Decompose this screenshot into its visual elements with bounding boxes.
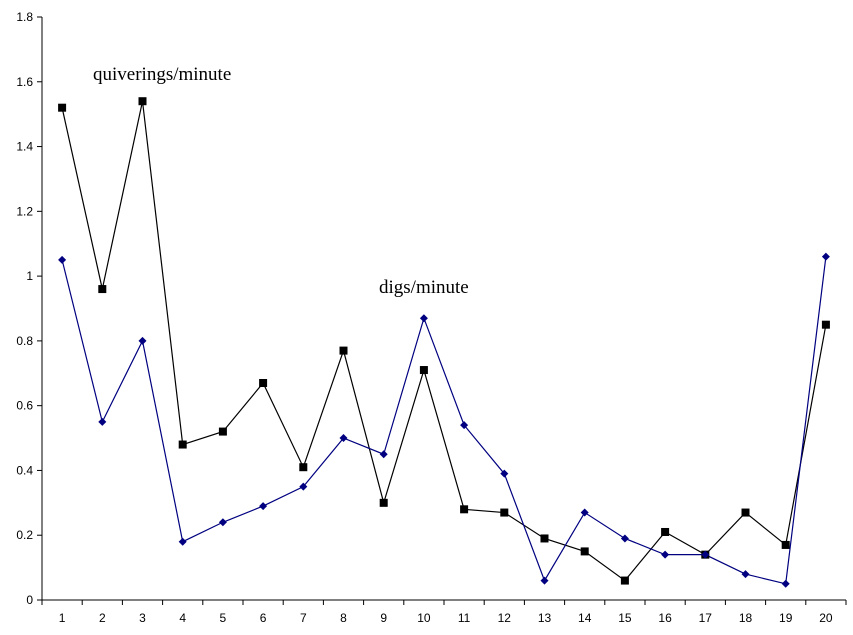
x-tick-label: 12	[498, 611, 512, 625]
data-point-black-squares	[218, 427, 227, 436]
data-point-blue-diamonds	[741, 570, 750, 579]
y-tick-label: 1.6	[16, 75, 33, 89]
data-point-blue-diamonds	[58, 255, 67, 264]
data-point-blue-diamonds	[821, 252, 830, 261]
x-tick-label: 3	[139, 611, 146, 625]
data-point-blue-diamonds	[540, 576, 549, 585]
y-tick-label: 0.6	[16, 399, 33, 413]
data-point-black-squares	[98, 285, 107, 294]
data-point-black-squares	[138, 97, 147, 106]
y-tick-label: 0.4	[16, 463, 33, 477]
data-point-black-squares	[299, 463, 308, 472]
data-point-blue-diamonds	[419, 314, 428, 323]
x-tick-label: 6	[260, 611, 267, 625]
x-tick-label: 19	[779, 611, 793, 625]
x-tick-label: 10	[417, 611, 431, 625]
data-point-black-squares	[620, 576, 629, 585]
data-point-blue-diamonds	[218, 518, 227, 527]
y-tick-label: 0	[26, 593, 33, 607]
data-point-black-squares	[58, 103, 67, 112]
x-tick-label: 14	[578, 611, 592, 625]
data-point-blue-diamonds	[580, 508, 589, 517]
axes	[37, 16, 847, 605]
x-tick-label: 20	[819, 611, 833, 625]
y-tick-label: 1.8	[16, 10, 33, 24]
y-tick-label: 1.4	[16, 140, 33, 154]
x-tick-label: 17	[699, 611, 713, 625]
y-tick-label: 0.8	[16, 334, 33, 348]
annotation-digs-per-minute: digs/minute	[379, 277, 469, 298]
data-point-blue-diamonds	[178, 537, 187, 546]
data-point-blue-diamonds	[620, 534, 629, 543]
series-lines	[61, 101, 827, 585]
data-point-black-squares	[540, 534, 549, 543]
x-tick-label: 7	[300, 611, 307, 625]
data-point-black-squares	[821, 320, 830, 329]
data-point-blue-diamonds	[299, 482, 308, 491]
data-point-blue-diamonds	[781, 579, 790, 588]
x-tick-label: 4	[179, 611, 186, 625]
data-point-blue-diamonds	[701, 550, 710, 559]
x-tick-label: 16	[658, 611, 672, 625]
data-point-blue-diamonds	[138, 336, 147, 345]
data-point-black-squares	[781, 540, 790, 549]
x-tick-label: 11	[458, 611, 471, 625]
data-point-blue-diamonds	[98, 417, 107, 426]
data-point-blue-diamonds	[339, 434, 348, 443]
data-point-black-squares	[661, 527, 670, 536]
annotation-quiverings-per-minute: quiverings/minute	[93, 64, 231, 85]
data-point-black-squares	[419, 366, 428, 375]
x-tick-label: 8	[340, 611, 347, 625]
data-point-blue-diamonds	[460, 421, 469, 430]
data-point-black-squares	[178, 440, 187, 449]
data-point-black-squares	[460, 505, 469, 514]
y-tick-label: 1.2	[16, 204, 33, 218]
data-point-blue-diamonds	[661, 550, 670, 559]
series-markers	[58, 97, 830, 588]
data-point-blue-diamonds	[259, 502, 268, 511]
data-point-black-squares	[741, 508, 750, 517]
data-point-black-squares	[500, 508, 509, 517]
data-point-black-squares	[339, 346, 348, 355]
data-point-black-squares	[379, 498, 388, 507]
x-tick-label: 15	[618, 611, 632, 625]
series-line-blue-diamonds	[61, 256, 827, 585]
y-tick-label: 0.2	[16, 528, 33, 542]
tick-labels: 00.20.40.60.811.21.41.61.81 2 3 4 5 6 7 8 9 10 11 1…	[16, 10, 833, 625]
data-point-black-squares	[259, 378, 268, 387]
x-tick-label: 1	[59, 611, 66, 625]
data-point-black-squares	[580, 547, 589, 556]
x-tick-label: 18	[739, 611, 753, 625]
x-tick-label: 2	[99, 611, 106, 625]
data-point-blue-diamonds	[379, 450, 388, 459]
data-point-blue-diamonds	[500, 469, 509, 478]
x-tick-label: 9	[380, 611, 387, 625]
series-line-black-squares	[61, 101, 827, 582]
x-tick-label: 13	[538, 611, 552, 625]
y-tick-label: 1	[26, 269, 33, 283]
x-tick-label: 5	[220, 611, 227, 625]
